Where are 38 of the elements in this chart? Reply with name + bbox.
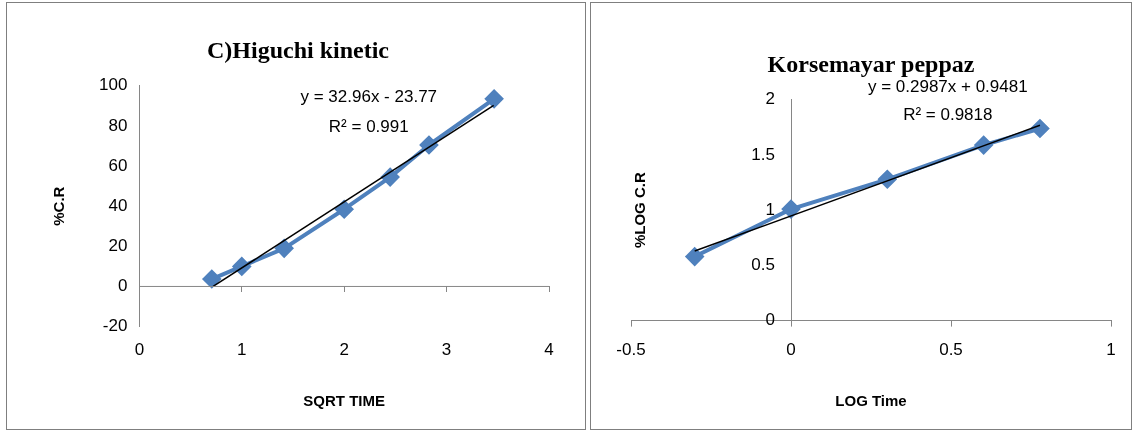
x-tick-label: 4: [544, 340, 554, 360]
y-tick-label: 80: [108, 115, 128, 135]
x-tick-label: -0.5: [616, 340, 646, 360]
y-tick-label: 1: [765, 199, 775, 219]
y-tick-label: 0: [765, 310, 775, 330]
y-tick-label: 0.5: [751, 255, 775, 275]
point: [485, 89, 504, 108]
y-tick-label: 100: [98, 75, 128, 95]
chart-title: C)Higuchi kinetic: [206, 36, 390, 63]
y-tick-label: 20: [108, 236, 128, 256]
annotation: y = 32.96x - 23.77: [300, 87, 438, 107]
chart-title: Korsemayar peppaz: [767, 50, 975, 77]
y-axis-title: %LOG C.R: [631, 172, 649, 249]
y-tick-label: 1.5: [751, 144, 775, 164]
x-tick-label: 0: [786, 340, 796, 360]
y-tick-label: 40: [108, 195, 128, 215]
x-tick-label: 3: [441, 340, 452, 360]
annotation: R² = 0.9818: [903, 105, 993, 125]
x-axis-title: LOG Time: [835, 392, 907, 410]
y-tick-label: 60: [108, 155, 128, 175]
x-axis-title: SQRT TIME: [303, 392, 386, 410]
y-axis-title: %C.R: [50, 186, 68, 226]
point: [782, 200, 800, 219]
point: [685, 247, 704, 266]
y-tick-label: 0: [117, 276, 128, 296]
text: y = 0.2987x + 0.9481: [867, 77, 1028, 97]
x-tick-label: 2: [339, 340, 349, 360]
annotation: R² = 0.991: [328, 117, 409, 137]
x-tick-label: 0.5: [939, 340, 963, 360]
point: [202, 270, 221, 289]
y-tick-label: 2: [765, 89, 775, 109]
x-tick-label: 1: [237, 340, 247, 360]
x-tick-label: 0: [134, 340, 145, 360]
x-tick-label: 1: [1106, 340, 1116, 360]
point: [335, 200, 354, 219]
point: [1030, 119, 1049, 138]
point: [275, 239, 294, 258]
y-tick-label: -20: [102, 316, 128, 336]
